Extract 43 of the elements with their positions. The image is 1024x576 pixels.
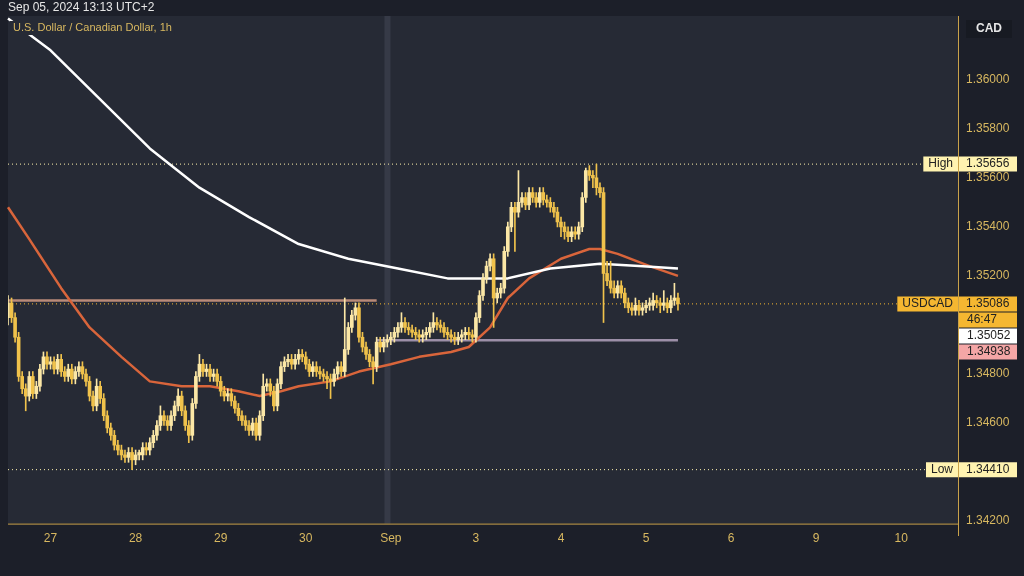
candlestick	[463, 327, 468, 341]
ref-line-label: High	[928, 156, 954, 171]
chart-subtitle: Sep 05, 2024 13:13 UTC+2	[8, 0, 155, 15]
y-tick-label: 1.35600	[966, 170, 1010, 185]
y-tick-label: 1.35800	[966, 121, 1010, 136]
ref-line-label: USDCAD	[902, 296, 954, 311]
y-tick-label: 1.35656	[966, 156, 1010, 171]
y-axis-title: CAD	[976, 21, 1003, 36]
x-tick-label: Sep	[380, 531, 402, 546]
candlestick	[644, 300, 648, 314]
y-tick-label: 1.34600	[966, 415, 1010, 430]
x-tick-label: 6	[727, 531, 735, 546]
candlestick	[513, 202, 517, 252]
candlestick	[466, 327, 471, 341]
x-tick-label: 9	[812, 531, 820, 546]
x-tick-label: 5	[642, 531, 650, 546]
text: 46:47	[967, 312, 998, 327]
candlestick	[456, 332, 461, 345]
x-tick-label: 29	[214, 531, 228, 546]
candlestick	[658, 297, 663, 314]
y-tick-label: 1.34410	[966, 461, 1010, 476]
candlestick	[123, 449, 127, 463]
text: U.S. Dollar / Canadian Dollar, 1h	[13, 21, 172, 34]
candlestick	[435, 317, 439, 331]
candlestick	[654, 295, 659, 309]
x-tick-label: 3	[472, 531, 480, 546]
x-tick-label: 27	[43, 531, 58, 546]
y-tick-label: 1.34800	[966, 366, 1010, 381]
text: 1.34938	[967, 344, 1011, 359]
x-tick-label: 30	[299, 531, 313, 546]
y-tick-label: 1.35400	[966, 219, 1010, 234]
ref-line-label: Low	[930, 461, 954, 476]
candlestick	[144, 442, 149, 456]
x-tick-label: 10	[894, 531, 909, 546]
x-tick-label: 4	[557, 531, 565, 546]
y-tick-label: 1.34200	[966, 513, 1010, 528]
candlestick	[410, 324, 414, 338]
x-tick-label: 28	[128, 531, 143, 546]
text: 1.35052	[967, 328, 1011, 343]
candlestick	[385, 334, 390, 348]
y-tick-label: 1.35086	[966, 296, 1010, 311]
y-tick-label: 1.36000	[966, 72, 1010, 87]
y-tick-label: 1.35200	[966, 268, 1010, 283]
